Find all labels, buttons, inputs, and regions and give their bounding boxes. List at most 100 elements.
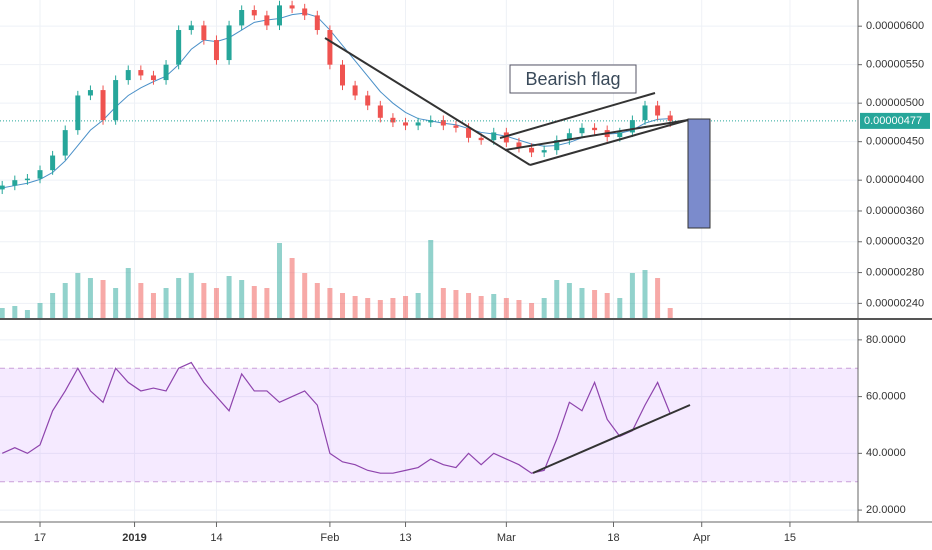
candle-body	[428, 120, 434, 123]
volume-bar	[314, 283, 320, 318]
trendline	[504, 119, 689, 151]
rsi-band	[0, 368, 858, 482]
candle-body	[264, 15, 270, 26]
marks	[0, 0, 858, 474]
last-price-label: 0.00000477	[864, 115, 922, 127]
volume-bar	[302, 273, 308, 318]
y-tick-label: 0.00000450	[866, 136, 924, 148]
volume-bar	[289, 258, 295, 318]
volume-bar	[629, 273, 635, 318]
volume-bar	[566, 283, 572, 318]
volume-bar	[642, 270, 648, 318]
candle-body	[529, 147, 535, 153]
candle-body	[213, 40, 219, 61]
x-tick-label: Feb	[320, 532, 339, 544]
volume-bar	[37, 303, 43, 318]
candle-body	[226, 25, 232, 61]
volume-bar	[50, 293, 56, 318]
candle-body	[579, 127, 585, 134]
volume-bar	[188, 273, 194, 318]
candle-body	[478, 137, 484, 141]
trendline	[499, 92, 656, 139]
candle-body	[50, 155, 56, 171]
x-tick-label: 18	[607, 532, 619, 544]
volume-bar	[113, 288, 119, 318]
volume-bar	[12, 306, 18, 318]
y-tick-label: 0.00000240	[866, 297, 924, 309]
volume-bar	[352, 296, 358, 318]
candle-body	[503, 132, 509, 143]
grid	[0, 0, 858, 522]
annotation-box	[509, 64, 637, 94]
candle-body	[541, 150, 547, 153]
candle-body	[629, 120, 635, 133]
rsi-trendline	[532, 404, 691, 474]
volume-bar	[390, 298, 396, 318]
volume-bar	[403, 296, 409, 318]
candle-body	[289, 5, 295, 9]
trendline	[324, 37, 531, 166]
volume-bar	[100, 280, 106, 318]
candle-body	[642, 105, 648, 121]
candle-body	[352, 85, 358, 96]
candle-body	[390, 117, 396, 123]
volume-bar	[440, 288, 446, 318]
volume-bar	[226, 276, 232, 318]
last-price-box	[860, 112, 930, 129]
candle-body	[125, 70, 131, 81]
volume-bar	[0, 308, 5, 318]
volume-bar	[201, 283, 207, 318]
volume-bar	[340, 293, 346, 318]
candle-body	[24, 178, 30, 181]
y-tick-label: 20.0000	[866, 504, 906, 516]
candle-body	[667, 115, 673, 121]
candle-body	[138, 70, 144, 76]
candle-body	[440, 120, 446, 126]
volume-bar	[516, 300, 522, 318]
annotation: Bearish flag	[525, 69, 620, 89]
candle-body	[239, 10, 245, 26]
candle-body	[201, 25, 207, 41]
candle-body	[516, 142, 522, 148]
y-tick-label: 0.00000600	[866, 20, 924, 32]
volume-bar	[604, 293, 610, 318]
volume-bar	[276, 243, 282, 318]
volume-bar	[428, 240, 434, 318]
candle-body	[62, 130, 68, 156]
x-tick-label: 14	[210, 532, 222, 544]
volume-bar	[75, 273, 81, 318]
y-tick-label: 80.0000	[866, 334, 906, 346]
volume-bar	[667, 308, 673, 318]
candle-body	[403, 122, 409, 126]
volume-bar	[541, 298, 547, 318]
volume-bar	[150, 293, 156, 318]
candle-body	[113, 80, 119, 121]
x-tick-label: 13	[399, 532, 411, 544]
volume-bar	[213, 288, 219, 318]
volume-bar	[239, 280, 245, 318]
candle-body	[302, 8, 308, 16]
volume-bar	[377, 300, 383, 318]
volume-bar	[554, 280, 560, 318]
candle-body	[100, 90, 106, 121]
candle-body	[617, 132, 623, 138]
volume-bar	[138, 283, 144, 318]
volume-bar	[415, 293, 421, 318]
y-tick-label: 60.0000	[866, 391, 906, 403]
volume-bar	[87, 278, 93, 318]
drawings	[324, 37, 711, 474]
x-tick-label: 17	[34, 532, 46, 544]
volume-bar	[453, 290, 459, 318]
volume-bar	[503, 298, 509, 318]
volume-bar	[365, 298, 371, 318]
x-tick-label: 2019	[122, 532, 146, 544]
candle-body	[150, 75, 156, 81]
volume-bar	[264, 288, 270, 318]
y-tick-label: 40.0000	[866, 447, 906, 459]
candle-body	[327, 30, 333, 65]
candle-body	[377, 105, 383, 118]
rsi-line	[1, 361, 671, 474]
y-tick-label: 0.00000360	[866, 205, 924, 217]
volume-bar	[163, 288, 169, 318]
candle-body	[37, 170, 43, 179]
